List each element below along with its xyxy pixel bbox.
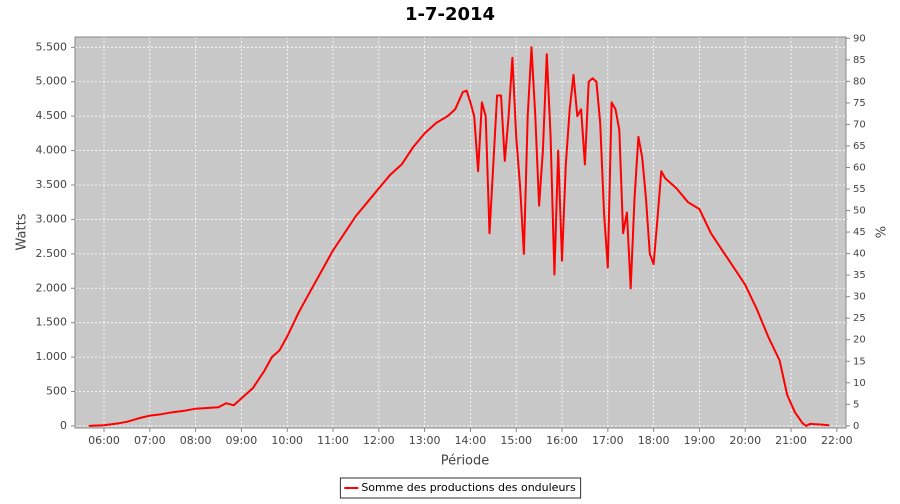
x-tick-label: 15:00 (500, 434, 532, 447)
x-tick-label: 17:00 (592, 434, 624, 447)
y2-tick-label: 35 (853, 270, 866, 281)
y-tick-label: 4.000 (36, 144, 68, 157)
legend-box (339, 477, 582, 499)
y-tick-label: 5.500 (36, 40, 68, 53)
y2-tick-label: 45 (853, 227, 866, 238)
y2-tick-label: 90 (853, 33, 866, 44)
x-axis-title: Période (441, 454, 490, 469)
data-line (88, 46, 830, 427)
y-tick-label: 1.000 (36, 350, 68, 363)
y2-tick-label: 25 (853, 313, 866, 324)
y-tick-label: 2.500 (36, 247, 68, 260)
x-tick-label: 07:00 (134, 434, 166, 447)
x-tick-label: 19:00 (684, 434, 716, 447)
y-tick-label: 4.500 (36, 109, 68, 122)
y-axis-title: Watts (15, 213, 30, 250)
y2-tick-label: 5 (853, 399, 859, 410)
y2-axis-title: % (875, 226, 890, 238)
y2-tick-label: 55 (853, 184, 866, 195)
y2-tick-label: 85 (853, 55, 866, 66)
y2-tick-label: 65 (853, 141, 866, 152)
chart-title: 1-7-2014 (405, 4, 495, 25)
x-tick-label: 09:00 (226, 434, 258, 447)
y2-tick-label: 80 (853, 76, 866, 87)
plot-area (75, 37, 846, 428)
y2-tick-label: 20 (853, 335, 866, 346)
y2-tick-label: 50 (853, 206, 866, 217)
legend-label: Somme des productions des onduleurs (361, 481, 576, 494)
y-tick-label: 500 (46, 385, 67, 398)
y2-tick-label: 15 (853, 356, 866, 367)
y2-tick-label: 0 (853, 421, 859, 432)
y2-tick-label: 70 (853, 119, 866, 130)
plot-border (74, 36, 847, 429)
y-tick-label: 1.500 (36, 316, 68, 329)
y-tick-label: 2.000 (36, 281, 68, 294)
y-tick-label: 5.000 (36, 75, 68, 88)
x-tick-label: 10:00 (271, 434, 303, 447)
y2-tick-label: 10 (853, 378, 866, 389)
x-tick-label: 22:00 (821, 434, 853, 447)
y2-tick-label: 75 (853, 98, 866, 109)
x-tick-label: 20:00 (729, 434, 761, 447)
x-tick-label: 11:00 (317, 434, 349, 447)
x-tick-label: 08:00 (180, 434, 212, 447)
y-tick-label: 3.500 (36, 178, 68, 191)
x-tick-label: 14:00 (455, 434, 487, 447)
y2-tick-label: 30 (853, 292, 866, 303)
x-tick-label: 13:00 (409, 434, 441, 447)
x-tick-label: 06:00 (88, 434, 120, 447)
y-tick-label: 3.000 (36, 212, 68, 225)
y2-tick-label: 40 (853, 249, 866, 260)
x-tick-label: 21:00 (775, 434, 807, 447)
x-tick-label: 16:00 (546, 434, 578, 447)
x-tick-label: 18:00 (638, 434, 670, 447)
y2-tick-label: 60 (853, 162, 866, 173)
x-tick-label: 12:00 (363, 434, 395, 447)
y-tick-label: 0 (60, 419, 67, 432)
